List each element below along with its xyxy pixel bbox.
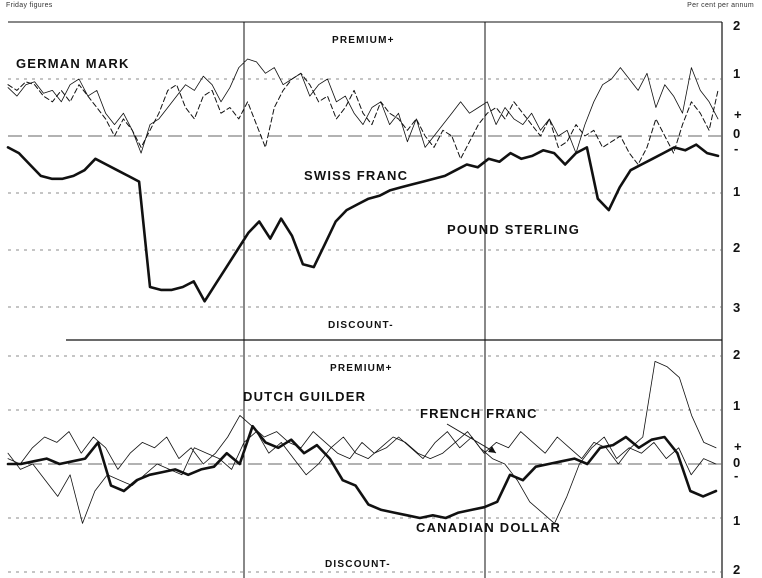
lower-panel: 2 1 +0- 1 2 PREMIUM+ DISCOUNT- DUTCH GUILDER… (6, 340, 742, 578)
lower-tick-labels: 2 1 +0- 1 2 (733, 347, 742, 577)
lower-discount-label: DISCOUNT- (325, 559, 391, 570)
y-tick-label: 2 (733, 562, 740, 577)
y-tick-label: 3 (733, 300, 740, 315)
lower-hgrid (8, 355, 722, 573)
y-tick-label: + (734, 439, 742, 454)
series-label-french-franc: FRENCH FRANC (420, 406, 538, 421)
series-label-pound-sterling: POUND STERLING (447, 222, 580, 237)
series-line-french-franc (7, 431, 717, 524)
lower-premium-label: PREMIUM+ (330, 363, 393, 374)
series-label-dutch-guilder: DUTCH GUILDER (243, 389, 366, 404)
series-line-dutch-guilder (7, 360, 717, 470)
y-tick-label: 0 (733, 455, 740, 470)
y-tick-label: + (734, 107, 742, 122)
upper-tick-labels: 2 1 +0- 1 2 3 (733, 18, 742, 315)
upper-hgrid (8, 78, 722, 308)
y-tick-label: 1 (733, 66, 740, 81)
upper-series-group (6, 58, 720, 303)
series-label-german-mark: GERMAN MARK (16, 56, 130, 71)
header-left-note: Friday figures (6, 2, 53, 9)
series-line-canadian-dollar (6, 424, 718, 520)
french-franc-pointer-arrowhead (488, 446, 496, 453)
header-right-note: Per cent per annum (687, 2, 754, 9)
y-tick-label: 1 (733, 513, 740, 528)
y-tick-label: 1 (733, 398, 740, 413)
series-line-swiss-franc (7, 58, 719, 154)
lower-series-group (6, 360, 718, 524)
upper-panel: 21+0-123 PREMIUM+ DISCOUNT- GERMAN MARK … (6, 18, 742, 340)
series-line-german-mark (7, 72, 719, 165)
french-franc-pointer-line (446, 423, 497, 454)
series-label-swiss-franc: SWISS FRANC (304, 168, 408, 183)
series-label-canadian-dollar: CANADIAN DOLLAR (416, 520, 561, 535)
upper-premium-label: PREMIUM+ (332, 35, 395, 46)
y-tick-label: 1 (733, 184, 740, 199)
y-tick-label: 0 (733, 126, 740, 141)
y-tick-label: 2 (733, 347, 740, 362)
y-tick-label: - (734, 141, 738, 156)
y-tick-label: - (734, 468, 738, 483)
y-tick-label: 2 (733, 240, 740, 255)
y-tick-label: 2 (733, 18, 740, 33)
upper-discount-label: DISCOUNT- (328, 320, 394, 331)
series-line-pound-sterling (6, 143, 720, 303)
